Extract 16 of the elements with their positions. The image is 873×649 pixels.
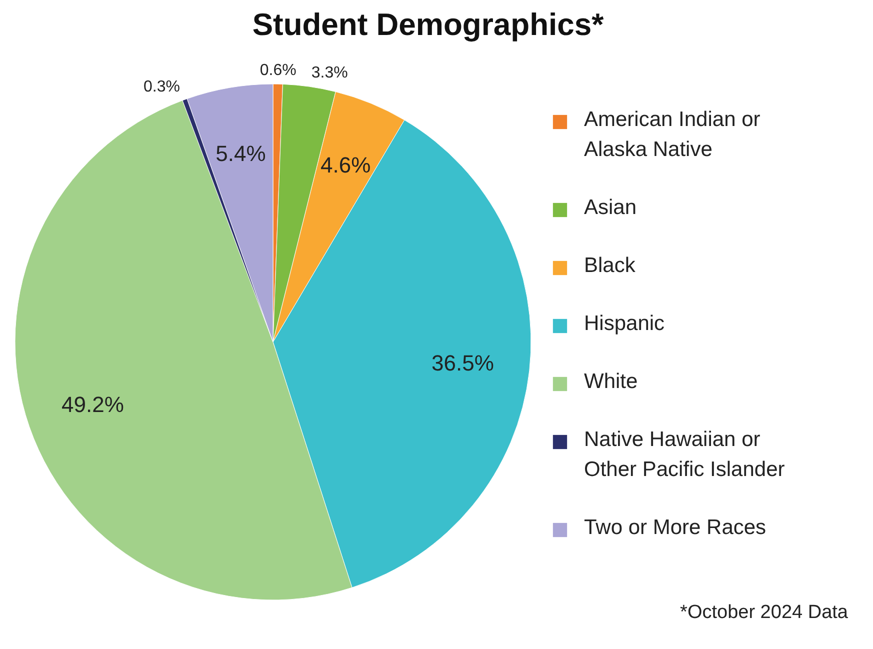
data-label: 0.6%: [260, 62, 296, 80]
data-label: 49.2%: [61, 392, 124, 417]
legend-label: Asian: [584, 196, 637, 219]
legend-label: American Indian or Alaska Native: [584, 108, 760, 161]
data-label: 3.3%: [311, 64, 348, 82]
legend-label: Native Hawaiian or Other Pacific Islander: [584, 428, 785, 481]
data-label: 36.5%: [432, 350, 494, 376]
legend-label: Hispanic: [584, 312, 665, 335]
data-label: 0.3%: [144, 78, 180, 96]
data-label: 5.4%: [216, 140, 266, 166]
legend-label: Two or More Races: [584, 516, 766, 539]
text: *October 2024 Data: [680, 602, 848, 623]
legend-label: White: [584, 370, 638, 393]
data-label: 4.6%: [320, 152, 371, 178]
chart-title: Student Demographics*: [252, 7, 605, 42]
legend-label: Black: [584, 254, 636, 277]
